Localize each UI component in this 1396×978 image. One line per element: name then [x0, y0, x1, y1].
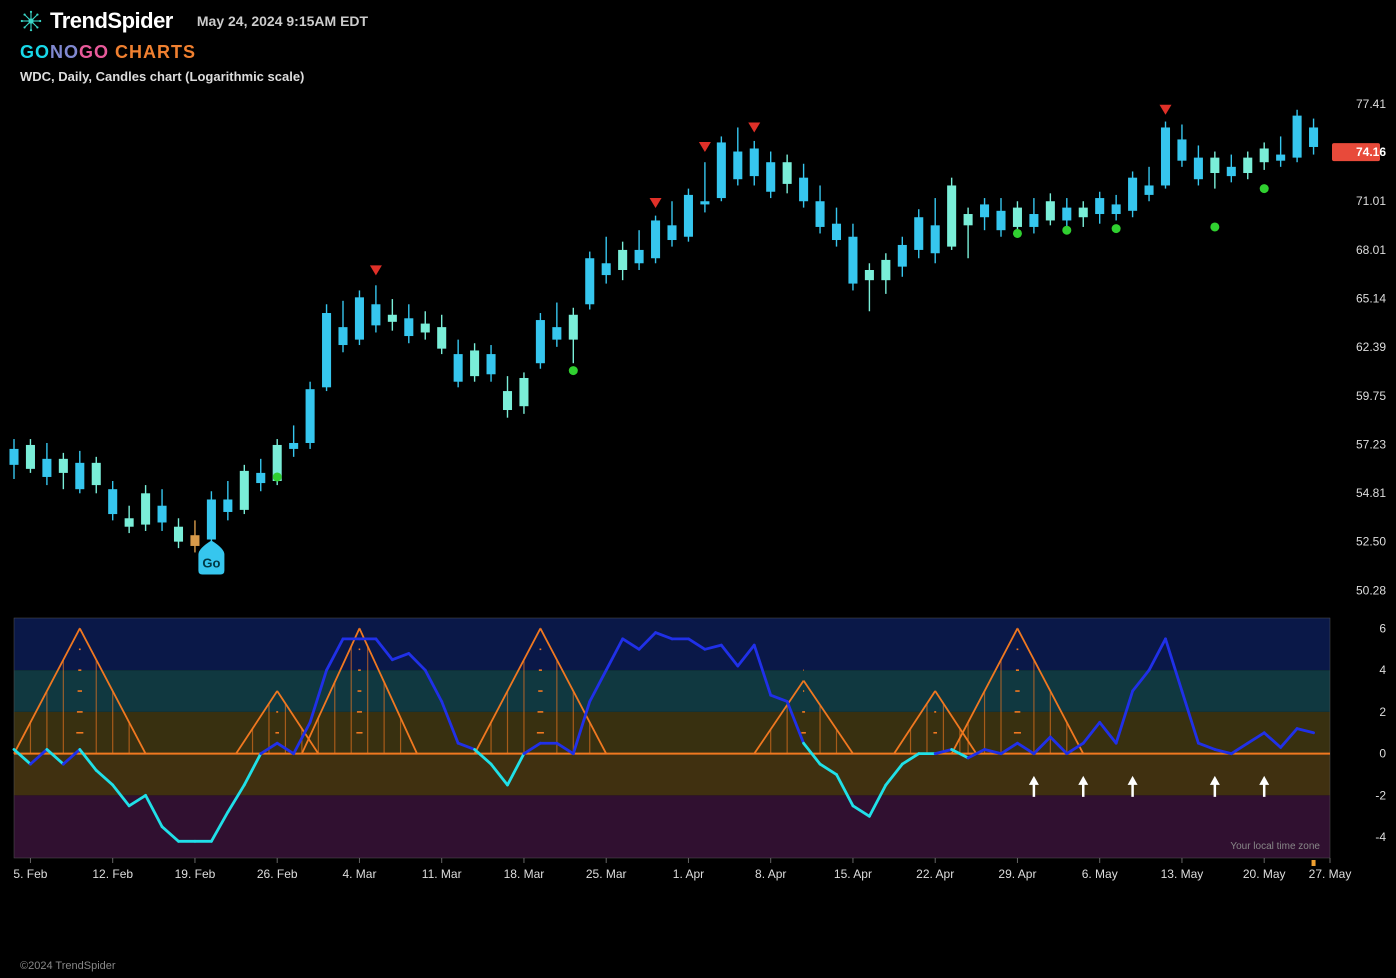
svg-text:1. Apr: 1. Apr — [673, 867, 704, 881]
svg-text:8. Apr: 8. Apr — [755, 867, 786, 881]
svg-text:-2: -2 — [1375, 788, 1386, 802]
svg-text:59.75: 59.75 — [1356, 389, 1386, 403]
svg-text:22. Apr: 22. Apr — [916, 867, 954, 881]
svg-text:68.01: 68.01 — [1356, 243, 1386, 257]
svg-text:57.23: 57.23 — [1356, 437, 1386, 451]
logo-group: TrendSpider — [20, 8, 173, 34]
svg-text:29. Apr: 29. Apr — [998, 867, 1036, 881]
timestamp: May 24, 2024 9:15AM EDT — [197, 13, 368, 29]
subbrand: GONOGO CHARTS — [0, 42, 1396, 69]
svg-text:50.28: 50.28 — [1356, 583, 1386, 597]
svg-text:6. May: 6. May — [1082, 867, 1118, 881]
svg-text:71.01: 71.01 — [1356, 194, 1386, 208]
svg-text:11. Mar: 11. Mar — [422, 867, 462, 881]
svg-text:65.14: 65.14 — [1356, 291, 1386, 305]
svg-text:15. Apr: 15. Apr — [834, 867, 872, 881]
svg-text:0: 0 — [1379, 747, 1386, 761]
svg-text:5. Feb: 5. Feb — [13, 867, 47, 881]
svg-text:77.41: 77.41 — [1356, 97, 1386, 111]
svg-text:27. May: 27. May — [1309, 867, 1352, 881]
brand-name: TrendSpider — [50, 8, 173, 34]
spider-icon — [20, 10, 42, 32]
svg-text:19. Feb: 19. Feb — [175, 867, 216, 881]
svg-text:26. Feb: 26. Feb — [257, 867, 298, 881]
svg-text:25. Mar: 25. Mar — [586, 867, 627, 881]
svg-text:13. May: 13. May — [1161, 867, 1204, 881]
copyright: ©2024 TrendSpider — [20, 960, 116, 972]
svg-text:18. Mar: 18. Mar — [504, 867, 545, 881]
timezone-note: Your local time zone — [1230, 841, 1320, 852]
svg-text:20. May: 20. May — [1243, 867, 1286, 881]
svg-text:52.50: 52.50 — [1356, 535, 1386, 549]
svg-text:4. Mar: 4. Mar — [342, 867, 376, 881]
svg-text:6: 6 — [1379, 621, 1386, 635]
header: TrendSpider May 24, 2024 9:15AM EDT — [0, 0, 1396, 42]
svg-text:4: 4 — [1379, 663, 1386, 677]
svg-text:74.16: 74.16 — [1356, 145, 1386, 159]
chart-description: WDC, Daily, Candles chart (Logarithmic s… — [0, 69, 1396, 88]
svg-text:Go: Go — [202, 555, 220, 570]
svg-text:62.39: 62.39 — [1356, 340, 1386, 354]
chart-canvas[interactable]: 50.28 52.50 54.81 57.23 59.75 62.39 65.14 68.01… — [0, 88, 1396, 940]
svg-text:54.81: 54.81 — [1356, 486, 1386, 500]
svg-text:2: 2 — [1379, 705, 1386, 719]
svg-text:12. Feb: 12. Feb — [92, 867, 133, 881]
chart-container[interactable]: 50.28 52.50 54.81 57.23 59.75 62.39 65.14 68.01… — [0, 88, 1396, 940]
svg-text:-4: -4 — [1375, 830, 1386, 844]
